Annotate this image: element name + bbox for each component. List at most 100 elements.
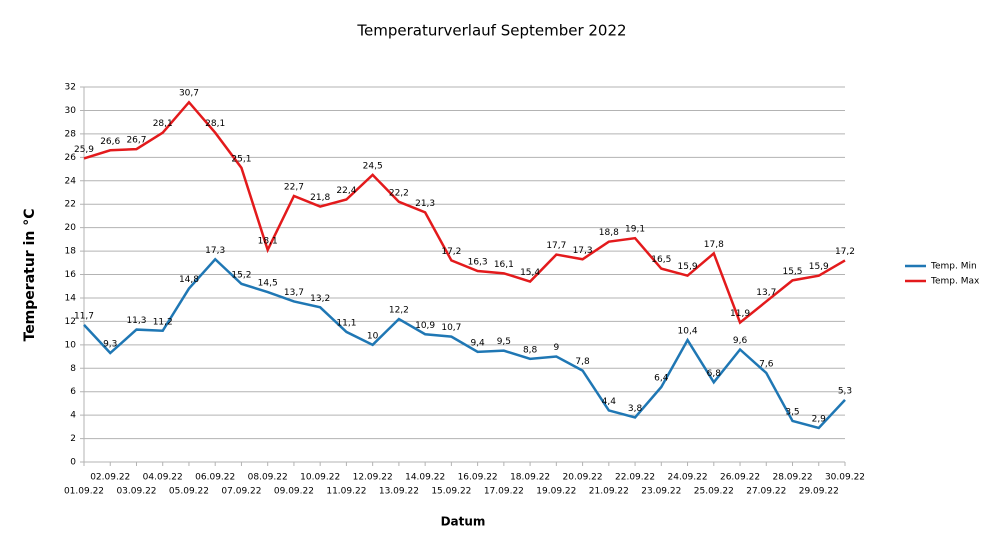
y-tick-label: 0 [70,458,76,468]
data-label: 14,5 [258,279,278,289]
y-tick-label: 6 [70,387,76,397]
data-label: 3,5 [785,407,799,417]
data-label: 9,5 [497,337,511,347]
data-label: 7,6 [759,359,774,369]
data-label: 15,5 [782,267,802,277]
x-tick-label: 08.09.22 [248,473,288,483]
data-label: 16,1 [494,260,514,270]
data-label: 6,8 [707,369,722,379]
data-label: 22,4 [336,186,356,196]
data-label: 15,9 [678,262,698,272]
x-tick-label: 24.09.22 [668,473,708,483]
x-tick-label: 23.09.22 [641,487,681,497]
data-label: 12,2 [389,306,409,316]
data-label: 21,3 [415,199,435,209]
x-tick-label: 10.09.22 [300,473,340,483]
y-tick-label: 22 [65,200,76,210]
data-label: 25,9 [74,145,94,155]
y-tick-label: 32 [65,83,76,93]
data-label: 21,8 [310,193,330,203]
data-label: 30,7 [179,89,199,99]
data-label: 10,9 [415,321,435,331]
data-label: 19,1 [625,225,645,235]
x-tick-label: 03.09.22 [116,487,156,497]
legend-label: Temp. Max [930,277,980,287]
data-label: 2,9 [812,415,827,425]
y-tick-label: 24 [65,176,77,186]
data-label: 17,7 [546,241,566,251]
data-label: 17,3 [573,246,593,256]
data-label: 5,3 [838,386,852,396]
x-tick-label: 02.09.22 [90,473,130,483]
x-tick-label: 06.09.22 [195,473,235,483]
data-label: 3,8 [628,404,643,414]
data-label: 26,7 [126,136,146,146]
y-tick-label: 28 [65,129,77,139]
data-label: 13,2 [310,294,330,304]
data-label: 9,6 [733,336,748,346]
x-tick-label: 25.09.22 [694,487,734,497]
data-label: 15,9 [809,262,829,272]
data-label: 18,1 [258,236,278,246]
data-label: 11,3 [126,316,146,326]
data-label: 11,7 [74,311,94,321]
data-label: 13,7 [756,288,776,298]
y-tick-label: 20 [65,223,77,233]
data-label: 25,1 [231,154,251,164]
y-tick-label: 16 [65,270,77,280]
data-label: 17,2 [835,247,855,257]
y-tick-label: 4 [70,411,76,421]
data-label: 7,8 [575,357,590,367]
x-tick-label: 12.09.22 [353,473,393,483]
series-line [83,100,846,325]
data-label: 22,7 [284,182,304,192]
x-tick-label: 11.09.22 [326,487,366,497]
data-label: 13,7 [284,288,304,298]
data-label: 6,4 [654,374,669,384]
y-tick-label: 12 [65,317,76,327]
x-axis-title: Datum [441,515,486,529]
chart-title: Temperaturverlauf September 2022 [356,22,626,40]
data-label: 9,3 [103,340,117,350]
data-label: 11,1 [336,318,356,328]
data-label: 17,2 [441,247,461,257]
data-label: 16,3 [468,257,488,267]
data-label: 11,9 [730,309,750,319]
x-tick-label: 19.09.22 [536,487,576,497]
data-label: 17,3 [205,246,225,256]
data-label: 10 [367,331,379,341]
y-axis-title: Temperatur in °C [22,209,38,342]
x-tick-label: 17.09.22 [484,487,524,497]
data-label: 9 [553,343,559,353]
x-tick-label: 18.09.22 [510,473,550,483]
y-tick-label: 30 [65,106,77,116]
x-tick-label: 30.09.22 [825,473,865,483]
x-tick-label: 07.09.22 [221,487,261,497]
data-label: 18,8 [599,228,619,238]
legend-label: Temp. Min [930,262,977,272]
data-label: 8,8 [523,345,538,355]
x-tick-label: 04.09.22 [143,473,183,483]
x-tick-label: 29.09.22 [799,487,839,497]
data-label: 28,1 [153,119,173,129]
x-tick-label: 13.09.22 [379,487,419,497]
x-tick-label: 26.09.22 [720,473,760,483]
y-tick-label: 2 [70,434,76,444]
data-label: 17,8 [704,240,724,250]
x-tick-label: 27.09.22 [746,487,786,497]
y-tick-label: 26 [65,153,77,163]
data-label: 9,4 [470,338,485,348]
data-label: 24,5 [363,161,383,171]
y-tick-label: 10 [65,340,77,350]
x-tick-label: 01.09.22 [64,487,104,497]
data-label: 11,2 [153,317,173,327]
x-tick-label: 20.09.22 [563,473,603,483]
x-tick-label: 15.09.22 [431,487,471,497]
y-tick-label: 14 [65,293,77,303]
data-label: 22,2 [389,188,409,198]
series-line [83,257,846,430]
y-tick-label: 8 [70,364,76,374]
data-label: 28,1 [205,119,225,129]
data-label: 10,7 [441,323,461,333]
